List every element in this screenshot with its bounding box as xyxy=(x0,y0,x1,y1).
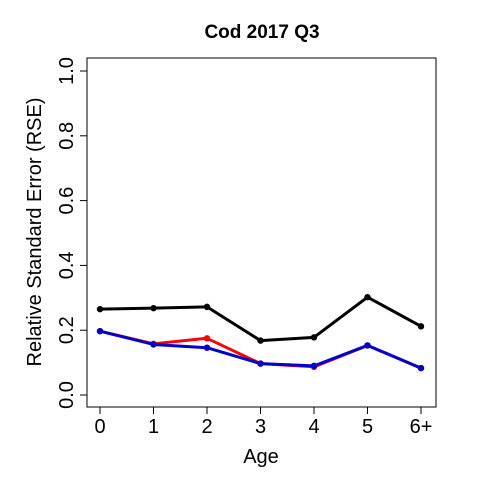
data-point xyxy=(203,344,211,351)
x-tick-label: 1 xyxy=(148,416,159,438)
data-point xyxy=(417,364,425,372)
x-tick-label: 4 xyxy=(308,416,319,438)
data-point xyxy=(150,304,157,312)
data-point xyxy=(310,334,318,341)
y-tick-label: 1.0 xyxy=(56,57,78,85)
plot-area-frame xyxy=(86,57,437,408)
data-point xyxy=(96,327,104,335)
x-tick-label: 2 xyxy=(201,416,212,438)
x-axis-label: Age xyxy=(243,446,279,468)
data-point xyxy=(257,360,264,367)
y-tick-label: 0.6 xyxy=(56,187,78,215)
y-tick-label: 0.2 xyxy=(56,316,78,344)
data-point xyxy=(257,337,264,344)
x-tick-label: 5 xyxy=(362,416,373,438)
x-tick-label: 6+ xyxy=(410,416,433,438)
data-point xyxy=(417,323,425,330)
y-tick-label: 0.8 xyxy=(56,122,78,150)
series-layer xyxy=(96,293,425,372)
y-tick-label: 0.4 xyxy=(56,251,78,279)
data-point xyxy=(150,341,157,348)
data-point xyxy=(96,305,104,313)
series-line-0 xyxy=(98,295,423,343)
data-point xyxy=(203,335,211,342)
data-point xyxy=(364,342,371,349)
y-axis: 0.0 0.2 0.4 0.6 0.8 1.0 xyxy=(56,57,88,409)
data-point xyxy=(310,362,318,370)
data-point xyxy=(364,293,371,301)
x-tick-label: 3 xyxy=(255,416,266,438)
y-axis-label: Relative Standard Error (RSE) xyxy=(24,98,46,367)
chart-title: Cod 2017 Q3 xyxy=(204,22,319,43)
y-tick-label: 0.0 xyxy=(56,381,78,409)
x-axis: 0 1 2 3 4 5 6+ xyxy=(94,406,433,438)
data-point xyxy=(203,303,211,311)
x-tick-label: 0 xyxy=(94,416,105,438)
